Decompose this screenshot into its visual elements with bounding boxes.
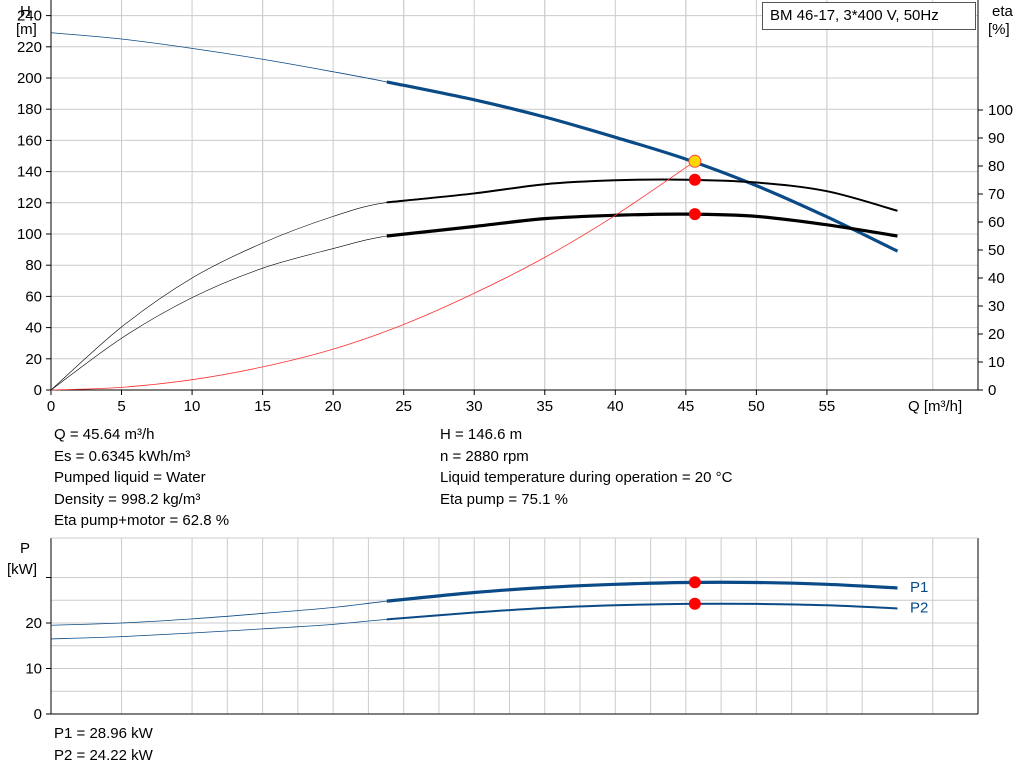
pumped-liquid-value: Pumped liquid = Water: [54, 469, 206, 486]
x-tick-label: 15: [254, 398, 271, 415]
curve-eta_pump-operating: [386, 178, 898, 212]
y-right-tick-label: 70: [988, 186, 1005, 203]
p2-value: P2 = 24.22 kW: [54, 746, 153, 764]
y-left-tick-label: 240: [17, 8, 42, 25]
flow-value: Q = 45.64 m³/h: [54, 426, 155, 443]
head-value: H = 146.6 m: [440, 426, 523, 443]
density-value: Density = 998.2 kg/m³: [54, 490, 201, 508]
power-y-axis-label: P: [20, 540, 30, 557]
curve-p1-operating: [386, 580, 898, 603]
duty-point-head: [688, 154, 702, 168]
power-chart: [46, 537, 979, 715]
y-right-tick-label: 40: [988, 270, 1005, 287]
y-left-tick-label: 100: [17, 226, 42, 243]
y-left-tick-label: 200: [17, 70, 42, 87]
eta-pump-value: Eta pump = 75.1 %: [440, 490, 568, 508]
y-right-axis-label: eta: [992, 3, 1014, 20]
x-tick-label: 10: [184, 398, 201, 415]
duty-point-eta: [688, 173, 701, 186]
curve-p2-operating: [386, 602, 898, 621]
x-tick-label: 30: [466, 398, 483, 415]
power-y-tick-label: 10: [25, 661, 42, 678]
liquid-temperature-value: Liquid temperature during operation = 20…: [440, 469, 733, 486]
y-left-tick-label: 220: [17, 39, 42, 56]
power-info: P1 = 28.96 kW P2 = 24.22 kW: [54, 723, 153, 766]
operating-info-right: H = 146.6 m n = 2880 rpm Liquid temperat…: [440, 424, 732, 510]
y-right-tick-label: 90: [988, 130, 1005, 147]
y-left-tick-label: 140: [17, 164, 42, 181]
legend-p1: P1: [910, 579, 928, 596]
y-left-tick-label: 80: [25, 257, 42, 274]
specific-energy-value: Es = 0.6345 kWh/m³: [54, 447, 191, 465]
y-left-tick-label: 120: [17, 195, 42, 212]
y-left-tick-label: 40: [25, 320, 42, 337]
chart-title: BM 46-17, 3*400 V, 50Hz: [762, 2, 976, 30]
y-right-tick-label: 30: [988, 298, 1005, 315]
y-right-tick-label: 60: [988, 214, 1005, 231]
y-right-tick-label: 10: [988, 354, 1005, 371]
y-right-tick-label: 20: [988, 326, 1005, 343]
x-tick-label: 40: [607, 398, 624, 415]
x-tick-label: 45: [678, 398, 695, 415]
y-right-tick-label: 50: [988, 242, 1005, 259]
power-y-tick-label: 20: [25, 615, 42, 632]
p1-value: P1 = 28.96 kW: [54, 725, 153, 742]
y-left-tick-label: 20: [25, 351, 42, 368]
x-axis-label: Q [m³/h]: [908, 398, 962, 415]
y-left-tick-label: 160: [17, 132, 42, 149]
y-left-tick-label: 60: [25, 288, 42, 305]
y-right-tick-label: 0: [988, 382, 996, 399]
x-tick-label: 25: [395, 398, 412, 415]
y-left-tick-label: 180: [17, 101, 42, 118]
duty-point-eta: [688, 208, 701, 221]
x-tick-label: 55: [819, 398, 836, 415]
y-left-axis-label: H: [20, 3, 31, 20]
curve-H-operating: [386, 80, 899, 253]
x-tick-label: 35: [536, 398, 553, 415]
y-right-axis-unit: [%]: [988, 21, 1010, 38]
duty-point-power: [688, 576, 701, 589]
x-tick-label: 20: [325, 398, 342, 415]
y-right-tick-label: 100: [988, 102, 1013, 119]
x-tick-label: 50: [748, 398, 765, 415]
y-right-tick-label: 80: [988, 158, 1005, 175]
operating-info-left: Q = 45.64 m³/h Es = 0.6345 kWh/m³ Pumped…: [54, 424, 229, 532]
speed-value: n = 2880 rpm: [440, 447, 529, 465]
curve-system-full: [50, 160, 696, 391]
x-tick-label: 5: [117, 398, 125, 415]
x-tick-label: 0: [47, 398, 55, 415]
y-left-tick-label: 0: [34, 382, 42, 399]
power-y-tick-label: 0: [34, 706, 42, 723]
eta-pump-motor-value: Eta pump+motor = 62.8 %: [54, 512, 230, 529]
head-chart: [46, 0, 983, 395]
legend-p2: P2: [910, 599, 928, 616]
power-y-axis-unit: [kW]: [7, 561, 37, 578]
y-left-axis-unit: [m]: [16, 21, 37, 38]
curve-eta_pump_motor-operating: [386, 212, 898, 238]
duty-point-power: [688, 597, 701, 610]
